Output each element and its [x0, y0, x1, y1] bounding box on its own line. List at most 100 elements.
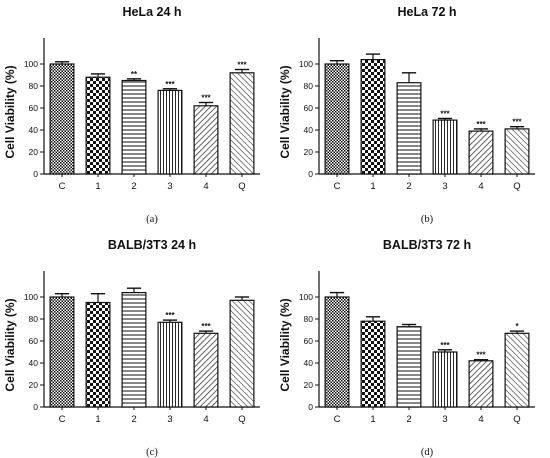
y-tick-label: 20 [29, 380, 39, 390]
panel-caption: (b) [421, 214, 434, 225]
bar-2 [121, 291, 147, 408]
x-tick-label: 1 [370, 414, 375, 425]
y-tick-label: 0 [33, 402, 38, 412]
significance-label: *** [237, 61, 247, 70]
bar-2 [121, 79, 147, 175]
y-tick-label: 0 [308, 169, 313, 179]
x-tick-label: 2 [406, 181, 411, 192]
bar-2 [396, 326, 422, 408]
chart-panel-3: BALB/3T3 72 h Cell Viability (%) 0 20 40 60 80… [278, 238, 535, 458]
bar-3 [157, 321, 183, 408]
x-tick-label: 4 [478, 414, 483, 425]
y-tick-label: 100 [299, 292, 313, 302]
x-tick-label: 1 [95, 414, 100, 425]
y-tick-label: 20 [304, 380, 314, 390]
x-tick-label: 1 [95, 181, 100, 192]
significance-label: ** [131, 70, 138, 79]
y-tick-label: 20 [304, 147, 314, 157]
y-tick-label: 80 [304, 314, 314, 324]
chart-title: HeLa 72 h [397, 5, 456, 19]
x-tick-label: Q [238, 414, 245, 425]
y-tick-label: 100 [299, 59, 313, 69]
significance-label: *** [165, 311, 175, 320]
x-tick-label: C [59, 414, 66, 425]
y-tick-label: 20 [29, 147, 39, 157]
x-tick-label: 3 [167, 181, 172, 192]
chart-title: BALB/3T3 72 h [383, 238, 471, 252]
significance-label: *** [512, 118, 522, 127]
x-tick-label: 4 [478, 181, 483, 192]
x-tick-label: 3 [442, 181, 447, 192]
panel-caption: (d) [421, 447, 434, 458]
bar-3 [432, 351, 458, 408]
x-tick-label: 3 [167, 414, 172, 425]
bar-4 [468, 360, 494, 408]
y-tick-label: 60 [29, 103, 39, 113]
y-tick-label: 60 [304, 336, 314, 346]
bar-Q [504, 332, 530, 408]
bar-4 [468, 130, 494, 175]
x-tick-label: C [334, 181, 341, 192]
y-tick-label: 100 [24, 59, 38, 69]
bar-1 [360, 320, 386, 408]
x-tick-label: 2 [131, 181, 136, 192]
y-tick-label: 80 [304, 81, 314, 91]
significance-label: *** [201, 322, 211, 331]
bar-C [49, 296, 75, 408]
chart-panel-1: HeLa 72 h Cell Viability (%) 0 20 40 60 80 100 C… [278, 5, 535, 225]
y-tick-label: 100 [24, 292, 38, 302]
bar-3 [432, 119, 458, 175]
bar-Q [229, 299, 255, 408]
y-tick-label: 60 [29, 336, 39, 346]
x-tick-label: 2 [406, 414, 411, 425]
bar-C [324, 296, 350, 408]
bar-4 [193, 332, 219, 408]
bar-2 [396, 82, 422, 175]
bar-1 [85, 301, 111, 408]
y-tick-label: 40 [29, 358, 39, 368]
x-tick-label: 4 [203, 414, 208, 425]
significance-label: *** [165, 80, 175, 89]
x-tick-label: C [334, 414, 341, 425]
y-axis-label: Cell Viability (%) [278, 298, 292, 391]
y-tick-label: 0 [308, 402, 313, 412]
y-tick-label: 60 [304, 103, 314, 113]
y-tick-label: 80 [29, 81, 39, 91]
bar-Q [229, 72, 255, 175]
y-tick-label: 0 [33, 169, 38, 179]
bar-C [49, 63, 75, 175]
panel-caption: (a) [146, 214, 158, 225]
bar-1 [360, 58, 386, 175]
y-tick-label: 40 [304, 125, 314, 135]
x-tick-label: 2 [131, 414, 136, 425]
y-axis-label: Cell Viability (%) [3, 298, 17, 391]
significance-label: *** [440, 341, 450, 350]
significance-label: *** [476, 120, 486, 129]
y-tick-label: 40 [29, 125, 39, 135]
x-tick-label: Q [513, 181, 520, 192]
x-tick-label: Q [238, 181, 245, 192]
bar-4 [193, 105, 219, 175]
x-tick-label: 1 [370, 181, 375, 192]
chart-title: BALB/3T3 24 h [108, 238, 196, 252]
x-tick-label: Q [513, 414, 520, 425]
x-tick-label: C [59, 181, 66, 192]
bar-Q [504, 128, 530, 175]
y-axis-label: Cell Viability (%) [278, 65, 292, 158]
chart-panel-2: BALB/3T3 24 h Cell Viability (%) 0 20 40 60 80… [3, 238, 260, 458]
significance-label: *** [476, 351, 486, 360]
y-tick-label: 80 [29, 314, 39, 324]
y-tick-label: 40 [304, 358, 314, 368]
panel-caption: (c) [146, 447, 158, 458]
significance-label: *** [440, 109, 450, 118]
x-tick-label: 3 [442, 414, 447, 425]
bar-C [324, 63, 350, 175]
significance-label: *** [201, 94, 211, 103]
chart-title: HeLa 24 h [122, 5, 181, 19]
chart-panel-0: HeLa 24 h Cell Viability (%) 0 20 40 60 80 100 C… [3, 5, 260, 225]
y-axis-label: Cell Viability (%) [3, 65, 17, 158]
bar-1 [85, 76, 111, 175]
x-tick-label: 4 [203, 181, 208, 192]
bar-3 [157, 89, 183, 175]
